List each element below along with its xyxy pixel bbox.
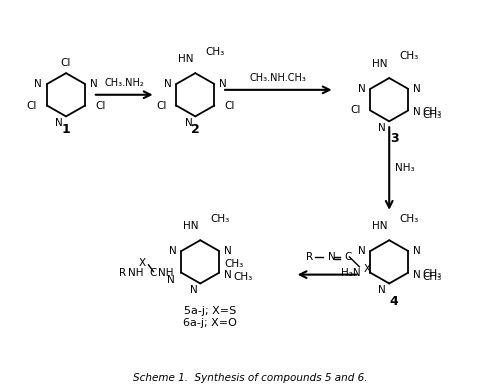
Text: CH₃: CH₃	[206, 47, 225, 56]
Text: CH₃: CH₃	[422, 107, 442, 117]
Text: N: N	[224, 270, 232, 279]
Text: N: N	[56, 119, 63, 129]
Text: CH₃: CH₃	[399, 213, 418, 223]
Text: Scheme 1.  Synthesis of compounds 5 and 6.: Scheme 1. Synthesis of compounds 5 and 6…	[133, 373, 367, 383]
Text: 2: 2	[191, 123, 200, 135]
Text: CH₃: CH₃	[224, 259, 244, 269]
Text: HN: HN	[183, 222, 198, 232]
Text: N: N	[168, 246, 176, 256]
Text: NH₃: NH₃	[395, 164, 415, 173]
Text: N: N	[190, 285, 198, 295]
Text: C: C	[150, 267, 157, 278]
Text: NH: NH	[158, 267, 174, 278]
Text: N: N	[378, 285, 386, 295]
Text: X: X	[364, 264, 370, 274]
Text: Cl: Cl	[156, 101, 166, 110]
Text: N: N	[166, 274, 174, 284]
Text: Cl: Cl	[95, 101, 106, 110]
Text: 4: 4	[390, 295, 398, 308]
Text: 3: 3	[390, 132, 398, 146]
Text: CH₃: CH₃	[210, 213, 230, 223]
Text: CH₃: CH₃	[422, 269, 442, 279]
Text: R: R	[306, 252, 313, 262]
Text: CH₃: CH₃	[399, 51, 418, 61]
Text: N: N	[413, 107, 421, 117]
Text: N: N	[378, 123, 386, 133]
Text: 5a-j; X=S: 5a-j; X=S	[184, 306, 236, 316]
Text: 1: 1	[62, 123, 70, 135]
Text: R: R	[118, 267, 126, 278]
Text: N: N	[358, 84, 366, 94]
Text: N: N	[413, 270, 421, 279]
Text: Cl: Cl	[224, 101, 234, 110]
Text: N: N	[413, 84, 421, 94]
Text: CH₃.NH.CH₃: CH₃.NH.CH₃	[250, 73, 307, 83]
Text: N: N	[224, 246, 232, 256]
Text: N: N	[219, 79, 227, 89]
Text: HN: HN	[178, 54, 194, 64]
Text: N: N	[328, 252, 336, 262]
Text: CH₃: CH₃	[422, 273, 442, 283]
Text: NH: NH	[128, 267, 144, 278]
Text: CH₃: CH₃	[422, 110, 442, 120]
Text: Cl: Cl	[350, 105, 360, 115]
Text: Cl: Cl	[61, 58, 71, 68]
Text: N: N	[34, 79, 42, 89]
Text: Cl: Cl	[27, 101, 37, 110]
Text: H₂N: H₂N	[340, 267, 360, 278]
Text: HN: HN	[372, 59, 387, 69]
Text: N: N	[184, 119, 192, 129]
Text: N: N	[413, 246, 421, 256]
Text: N: N	[358, 246, 366, 256]
Text: X: X	[138, 258, 145, 268]
Text: CH₃.NH₂: CH₃.NH₂	[104, 78, 144, 88]
Text: C: C	[344, 252, 352, 262]
Text: CH₃: CH₃	[233, 273, 252, 283]
Text: 6a-j; X=O: 6a-j; X=O	[184, 318, 237, 328]
Text: N: N	[90, 79, 98, 89]
Text: HN: HN	[372, 222, 387, 232]
Text: N: N	[164, 79, 172, 89]
